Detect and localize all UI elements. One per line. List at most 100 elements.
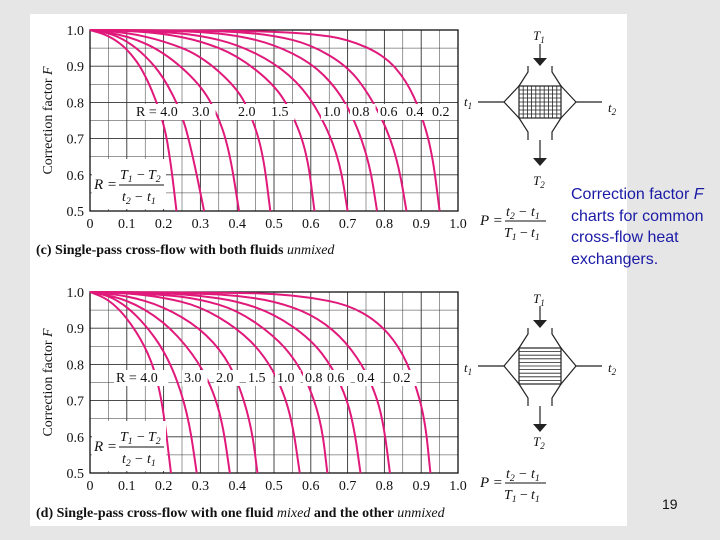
curve-label-bg xyxy=(355,370,381,386)
curve-label-bg xyxy=(275,370,301,386)
x-tick-label: 0.7 xyxy=(339,479,357,494)
r-formula-minus: − xyxy=(137,430,145,445)
x-tick-label: 0.2 xyxy=(155,479,173,494)
exchanger-c-t1-label: t1 xyxy=(464,94,472,111)
x-tick-label: 0.4 xyxy=(228,479,246,494)
curve-label-1: 3.0 xyxy=(192,105,210,120)
curve-label-bg xyxy=(391,370,417,386)
curve-label-bg xyxy=(134,104,189,120)
p-formula-den-T1: T1 xyxy=(504,488,517,505)
curve-R-2.0 xyxy=(89,291,231,474)
y-tick-label: 0.5 xyxy=(67,205,85,220)
p-formula-lhs: P = xyxy=(479,475,503,491)
r-formula-minus2: − xyxy=(135,452,143,467)
chart-caption: (c) Single-pass cross-flow with both flu… xyxy=(36,243,335,258)
y-tick-label: 0.6 xyxy=(67,431,85,446)
cross-flow-exchanger-tubes-icon xyxy=(478,306,602,432)
x-tick-label: 1.0 xyxy=(449,479,467,494)
r-formula-minus2: − xyxy=(135,190,143,205)
cross-flow-exchanger-grid-icon xyxy=(478,44,602,166)
x-tick-label: 1.0 xyxy=(449,217,467,232)
x-tick-label: 0 xyxy=(87,479,94,494)
curve-R-0.2 xyxy=(89,29,441,212)
chart-c: R = 4.0 3.0 2.0 1.5 1.0 0.8 0.6 0.4 0.2 0 0.1 0.2 0.… xyxy=(36,24,546,258)
r-formula-bg xyxy=(92,159,166,209)
p-formula-den-T1: T1 xyxy=(504,226,517,243)
r-formula-num-T2: T2 xyxy=(148,168,161,185)
page-number: 19 xyxy=(662,496,678,512)
curve-label-8: 0.2 xyxy=(432,105,450,120)
exchanger-d-t2-label: t2 xyxy=(608,360,617,377)
y-axis-label: Correction factor F xyxy=(41,66,56,175)
y-tick-label: 0.8 xyxy=(67,96,85,111)
y-tick-label: 0.8 xyxy=(67,358,85,373)
y-tick-label: 1.0 xyxy=(67,286,85,301)
curve-R-2.0 xyxy=(89,29,241,212)
x-tick-label: 0.1 xyxy=(118,217,136,232)
r-formula-num-T1: T1 xyxy=(120,430,133,447)
caption-text-1: Correction factor xyxy=(571,186,694,203)
p-formula-minus2: − xyxy=(520,488,528,503)
curve-R-4.0 xyxy=(89,29,178,212)
x-tick-label: 0.1 xyxy=(118,479,136,494)
x-tick-label: 0.4 xyxy=(228,217,246,232)
x-tick-label: 0.3 xyxy=(192,479,210,494)
curve-label-4: 1.0 xyxy=(277,371,295,386)
p-formula-num-t2: t2 xyxy=(506,467,515,484)
x-tick-label: 0.5 xyxy=(265,479,283,494)
y-tick-label: 0.7 xyxy=(67,133,85,148)
exchanger-d-T2-label: T2 xyxy=(533,434,545,451)
y-tick-label: 0.9 xyxy=(67,322,85,337)
curve-label-bg xyxy=(190,104,216,120)
curve-label-2: 2.0 xyxy=(238,105,256,120)
x-tick-label: 0.8 xyxy=(376,217,394,232)
curve-label-0: R = 4.0 xyxy=(116,371,158,386)
curve-label-bg xyxy=(236,104,262,120)
exchanger-c-T2-label: T2 xyxy=(533,173,545,190)
curve-label-6: 0.6 xyxy=(327,371,345,386)
curve-label-bg xyxy=(404,104,430,120)
r-formula-bg xyxy=(92,421,166,471)
curve-label-0: R = 4.0 xyxy=(136,105,178,120)
curve-label-bg xyxy=(325,370,351,386)
r-formula-den-t1: t1 xyxy=(147,190,156,207)
curve-label-1: 3.0 xyxy=(184,371,202,386)
curve-R-0.2 xyxy=(89,291,432,474)
curve-label-7: 0.4 xyxy=(406,105,424,120)
curve-label-6: 0.6 xyxy=(380,105,398,120)
r-formula-minus: − xyxy=(137,168,145,183)
x-tick-label: 0.9 xyxy=(412,217,430,232)
curve-R-0.8 xyxy=(89,291,329,474)
caption-text-2: charts for common cross-flow heat exchan… xyxy=(571,207,704,268)
curve-label-7: 0.4 xyxy=(357,371,375,386)
exchanger-d-t1-label: t1 xyxy=(464,360,472,377)
x-tick-label: 0.9 xyxy=(412,479,430,494)
curve-R-4.0 xyxy=(89,291,172,474)
curve-label-bg xyxy=(350,104,376,120)
curve-label-bg xyxy=(182,370,208,386)
curve-label-bg xyxy=(269,104,295,120)
x-tick-label: 0.2 xyxy=(155,217,173,232)
plot-frame xyxy=(89,29,459,212)
curve-label-bg xyxy=(303,370,329,386)
curve-label-bg xyxy=(114,370,169,386)
curve-label-5: 0.8 xyxy=(305,371,323,386)
curve-label-bg xyxy=(378,104,404,120)
p-formula-minus: − xyxy=(519,467,527,482)
r-formula-num-T2: T2 xyxy=(148,430,161,447)
y-tick-label: 0.7 xyxy=(67,395,85,410)
p-formula-lhs: P = xyxy=(479,213,503,229)
x-tick-label: 0.6 xyxy=(302,479,320,494)
curve-label-5: 0.8 xyxy=(352,105,370,120)
curve-label-2: 2.0 xyxy=(216,371,234,386)
chart-caption: (d) Single-pass cross-flow with one flui… xyxy=(36,506,446,521)
r-formula-den-t2: t2 xyxy=(122,190,131,207)
y-tick-label: 0.6 xyxy=(67,169,85,184)
curve-label-bg xyxy=(246,370,272,386)
p-formula-minus2: − xyxy=(520,226,528,241)
x-tick-label: 0 xyxy=(87,217,94,232)
curve-R-1.5 xyxy=(89,29,272,212)
r-formula-lhs: R = xyxy=(93,439,117,455)
curve-R-0.4 xyxy=(89,291,391,474)
r-formula-den-t2: t2 xyxy=(122,452,131,469)
